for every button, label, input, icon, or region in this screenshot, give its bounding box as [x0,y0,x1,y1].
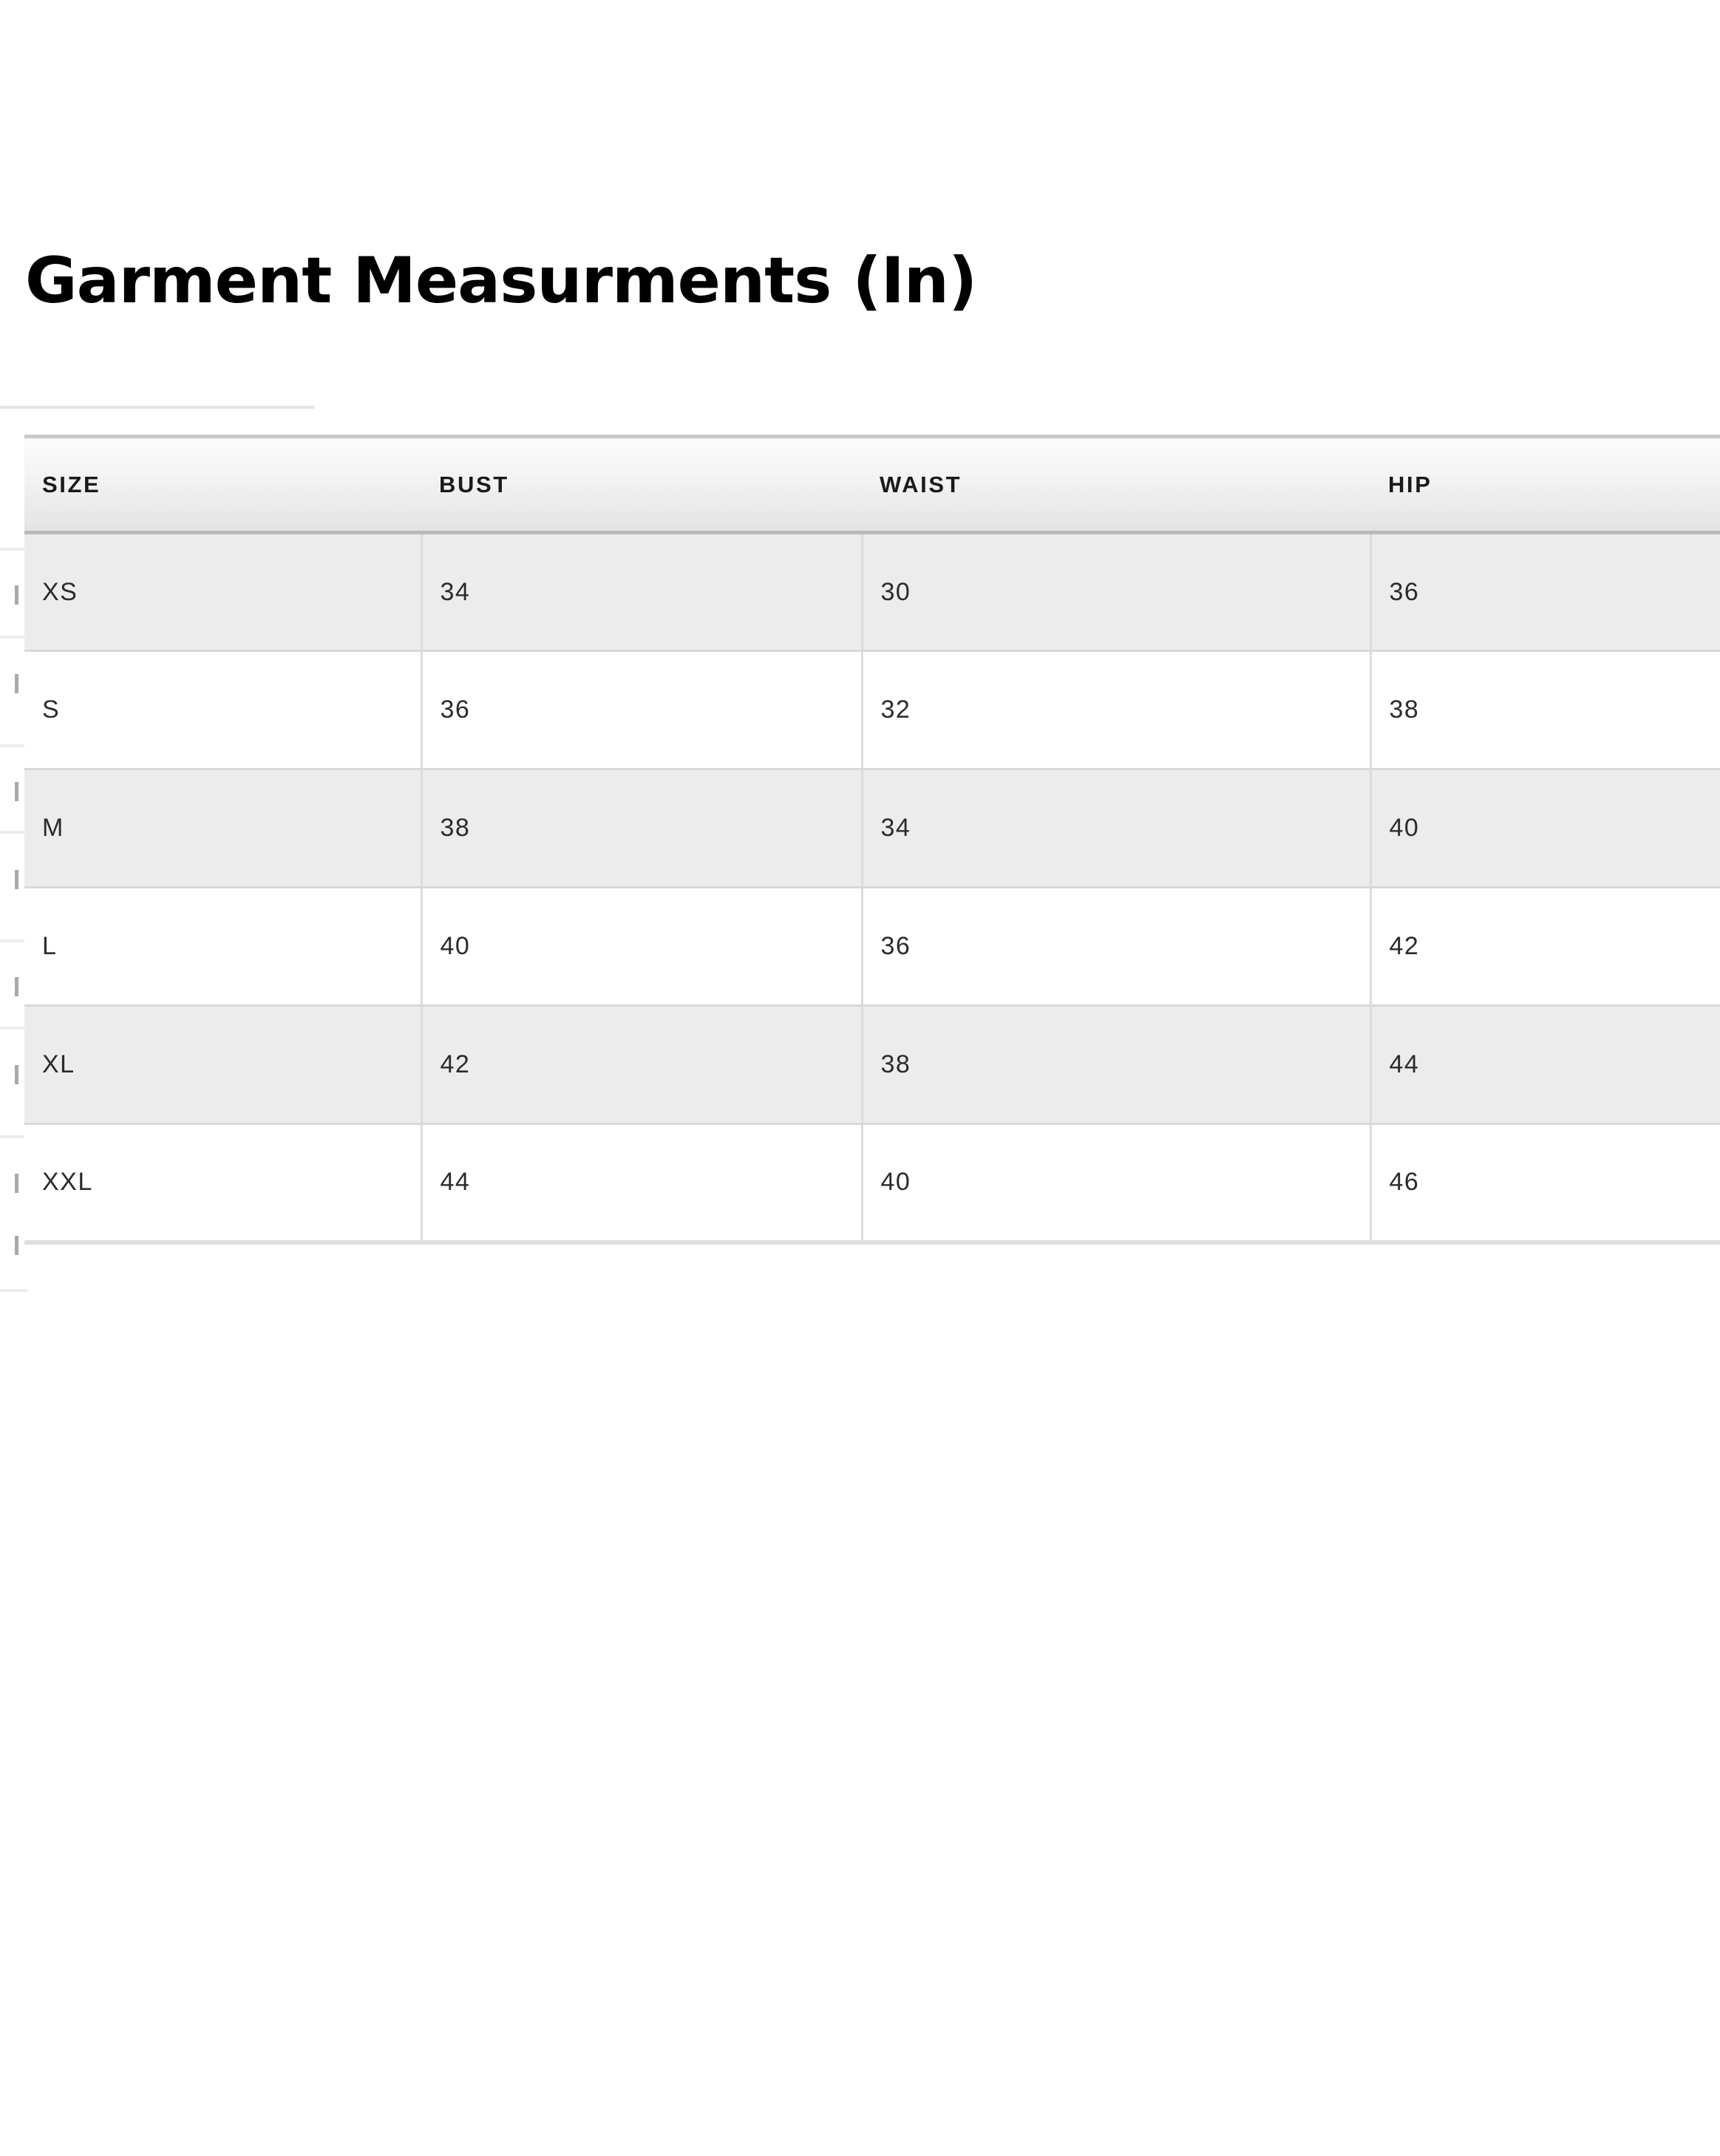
cell-bust: 44 [421,1123,863,1245]
cell-size: S [24,650,423,769]
cell-size: XXL [24,1123,423,1245]
left-edge-text-artifact [15,1065,18,1084]
left-edge-text-artifact [15,1236,18,1255]
left-edge-text-artifact [15,977,18,996]
cell-waist: 34 [862,768,1372,888]
cell-hip: 44 [1370,1004,1720,1125]
cell-waist: 38 [862,1004,1372,1125]
left-edge-rule-artifact [0,744,27,747]
left-edge-text-artifact [15,1174,18,1193]
cell-size: XS [24,531,423,652]
left-edge-text-artifact [15,782,18,801]
table-row: XS 34 30 36 [24,531,1720,652]
table-row: M 38 34 40 [24,768,1720,888]
left-edge-text-artifact [15,870,18,889]
garment-measurements-table: SIZE BUST WAIST HIP XS 34 30 36 S 36 32 … [24,435,1720,1245]
cell-waist: 30 [862,531,1372,652]
left-edge-rule-artifact [0,831,27,834]
left-edge-rule-artifact [0,939,27,942]
left-edge-rule-artifact [0,636,27,639]
cell-bust: 40 [421,887,863,1006]
column-header-hip[interactable]: HIP [1370,435,1720,534]
cell-hip: 42 [1370,887,1720,1006]
cell-hip: 38 [1370,650,1720,769]
table-row: XXL 44 40 46 [24,1123,1720,1245]
horizontal-divider-above-table [0,406,314,409]
table-row: L 40 36 42 [24,887,1720,1006]
left-edge-rule-artifact [0,1135,27,1138]
cell-hip: 46 [1370,1123,1720,1245]
left-edge-text-artifact [15,674,18,693]
cell-size: L [24,887,423,1006]
cell-bust: 36 [421,650,863,769]
cell-waist: 40 [862,1123,1372,1245]
table-row: XL 42 38 44 [24,1004,1720,1125]
cell-waist: 32 [862,650,1372,769]
column-header-size[interactable]: SIZE [24,435,421,534]
table-header-row: SIZE BUST WAIST HIP [24,435,1720,534]
table-body: XS 34 30 36 S 36 32 38 M 38 34 40 L 40 3… [24,531,1720,1245]
left-edge-rule-artifact [0,1027,27,1030]
cell-size: XL [24,1004,423,1125]
column-header-waist[interactable]: WAIST [862,435,1370,534]
cell-bust: 38 [421,768,863,888]
left-edge-text-artifact [15,585,18,605]
cell-bust: 42 [421,1004,863,1125]
table-header: SIZE BUST WAIST HIP [24,435,1720,534]
cell-waist: 36 [862,887,1372,1006]
column-header-bust[interactable]: BUST [421,435,862,534]
cell-bust: 34 [421,531,863,652]
cell-hip: 36 [1370,531,1720,652]
left-edge-rule-artifact [0,548,27,551]
table-row: S 36 32 38 [24,650,1720,769]
cell-size: M [24,768,423,888]
cell-hip: 40 [1370,768,1720,888]
left-edge-rule-artifact [0,1289,27,1292]
page-title: Garment Measurments (In) [25,244,977,318]
